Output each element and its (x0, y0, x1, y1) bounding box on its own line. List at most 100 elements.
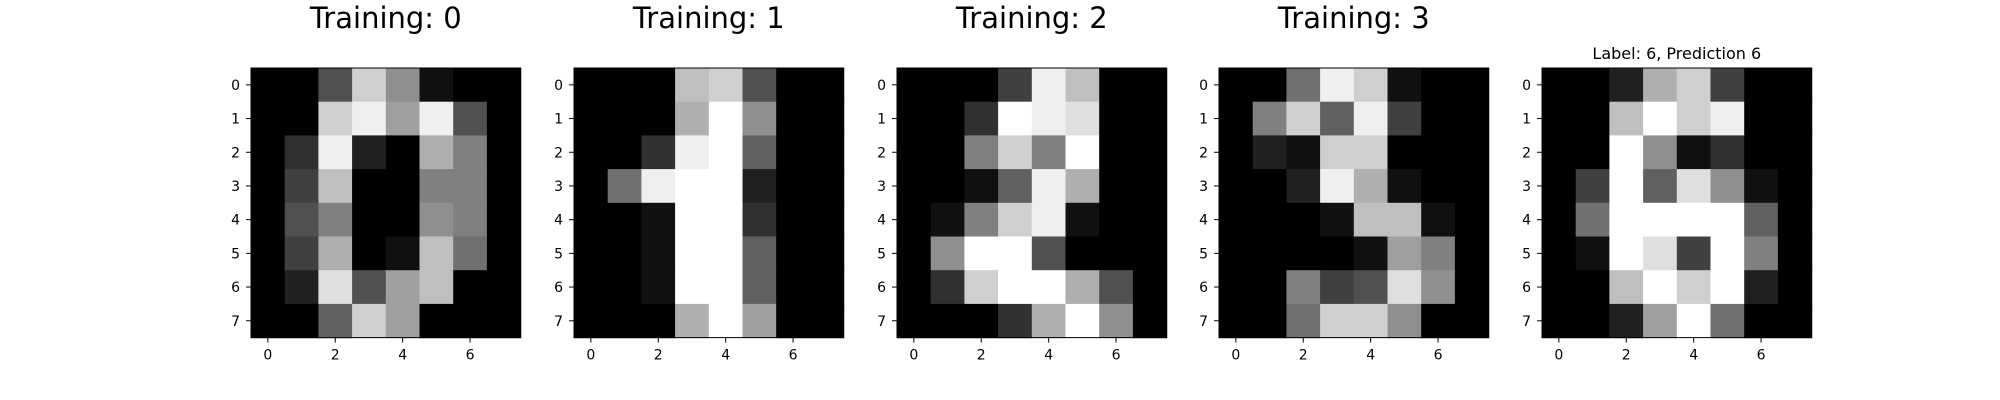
pixel-cell (1320, 101, 1355, 136)
pixel-cell (419, 135, 454, 170)
pixel-cell (1676, 202, 1712, 238)
y-tick-label: 0 (1522, 78, 1531, 94)
axes-frame (250, 67, 522, 339)
pixel-cell (1421, 270, 1456, 305)
pixel-cell (486, 202, 522, 238)
pixel-cell (607, 270, 642, 305)
pixel-cell (486, 68, 522, 103)
panel-title: Training: 1 (632, 1, 785, 35)
pixel-cell (1710, 68, 1745, 103)
pixel-cell (1065, 202, 1100, 238)
pixel-cell (318, 270, 353, 305)
pixel-cell (998, 270, 1033, 305)
pixel-cell (1387, 169, 1422, 204)
pixel-cell (352, 270, 387, 305)
pixel-cell (1710, 303, 1745, 339)
pixel-cell (1065, 303, 1100, 339)
pixel-cell (1031, 68, 1067, 103)
pixel-cell (486, 101, 522, 136)
y-tick-label: 5 (1199, 246, 1208, 262)
pixel-cell (352, 135, 387, 170)
pixel-cell (1286, 135, 1321, 170)
pixel-cell (251, 169, 286, 204)
pixel-cell (352, 101, 387, 136)
pixel-cell (675, 236, 710, 271)
pixel-cell (708, 135, 744, 170)
panel-title: Training: 2 (955, 1, 1108, 35)
pixel-cell (1320, 169, 1355, 204)
pixel-cell (1421, 202, 1456, 238)
pixel-cell (1286, 169, 1321, 204)
pixel-cell (284, 270, 319, 305)
y-tick-label: 5 (877, 246, 886, 262)
pixel-cell (607, 135, 642, 170)
pixel-cell (607, 236, 642, 271)
y-tick-label: 0 (877, 78, 886, 94)
pixel-cell (1609, 236, 1644, 271)
pixel-cell (930, 303, 965, 339)
pixel-cell (1777, 135, 1813, 170)
pixel-cell (964, 101, 999, 136)
pixel-cell (1454, 169, 1490, 204)
pixel-cell (1099, 236, 1134, 271)
y-tick-label: 5 (231, 246, 240, 262)
pixel-cell (1031, 236, 1067, 271)
pixel-cell (708, 68, 744, 103)
y-tick-label: 7 (231, 314, 240, 330)
pixel-cell (1387, 303, 1422, 339)
pixel-cell (1542, 202, 1577, 238)
pixel-cell (251, 303, 286, 339)
pixel-cell (641, 101, 676, 136)
pixel-cell (1132, 303, 1168, 339)
pixel-cell (453, 270, 488, 305)
pixel-cell (1710, 202, 1745, 238)
pixel-cell (998, 135, 1033, 170)
pixel-cell (1542, 101, 1577, 136)
pixel-cell (284, 101, 319, 136)
pixel-cell (1542, 270, 1577, 305)
pixel-cell (385, 303, 421, 339)
pixel-cell (1252, 236, 1287, 271)
pixel-cell (675, 270, 710, 305)
pixel-cell (1286, 101, 1321, 136)
pixel-cell (352, 68, 387, 103)
pixel-cell (641, 303, 676, 339)
x-tick-label: 4 (1689, 348, 1698, 364)
x-tick-label: 4 (721, 348, 730, 364)
x-tick-label: 4 (398, 348, 407, 364)
x-tick-label: 4 (1044, 348, 1053, 364)
pixel-cell (1676, 135, 1712, 170)
pixel-cell (1575, 101, 1610, 136)
y-tick-label: 3 (1199, 179, 1208, 195)
pixel-cell (1065, 236, 1100, 271)
pixel-cell (419, 202, 454, 238)
pixel-cell (1320, 303, 1355, 339)
pixel-cell (1065, 68, 1100, 103)
pixel-cell (1676, 236, 1712, 271)
pixel-cell (998, 303, 1033, 339)
pixel-cell (641, 236, 676, 271)
pixel-cell (1744, 68, 1779, 103)
pixel-cell (1320, 135, 1355, 170)
y-tick-label: 7 (1199, 314, 1208, 330)
pixel-cell (742, 135, 777, 170)
pixel-cell (675, 135, 710, 170)
pixel-cell (964, 169, 999, 204)
pixel-cell (897, 236, 932, 271)
x-tick-label: 6 (789, 348, 798, 364)
y-tick-label: 6 (877, 280, 886, 296)
pixel-cell (1609, 169, 1644, 204)
pixel-cell (1387, 270, 1422, 305)
pixel-cell (930, 169, 965, 204)
pixel-cell (1099, 135, 1134, 170)
pixel-cell (1710, 169, 1745, 204)
pixel-cell (1710, 101, 1745, 136)
x-tick-label: 0 (1554, 348, 1563, 364)
y-tick-label: 4 (1522, 213, 1531, 229)
pixel-cell (385, 270, 421, 305)
pixel-cell (897, 202, 932, 238)
pixel-cell (419, 236, 454, 271)
pixel-cell (1643, 270, 1678, 305)
pixel-cell (1421, 101, 1456, 136)
pixel-cell (607, 303, 642, 339)
